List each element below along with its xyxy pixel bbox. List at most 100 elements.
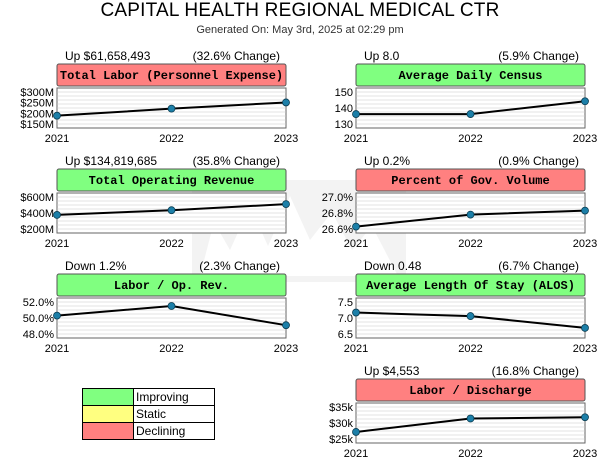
legend-row-declining: Declining xyxy=(82,422,215,440)
chart-panel: Up $61,658,493 (32.6% Change) Total Labor … xyxy=(20,49,298,145)
chart-summary-percent: (6.7% Change) xyxy=(498,259,579,273)
y-tick-label: 7.0 xyxy=(338,313,353,325)
x-tick-label: 2021 xyxy=(344,238,368,250)
legend-label-declining: Declining xyxy=(133,422,215,440)
y-tick-label: 6.5 xyxy=(338,329,353,341)
chart-title: Total Labor (Personnel Expense) xyxy=(60,69,283,83)
data-point xyxy=(53,311,61,320)
legend-row-static: Static xyxy=(82,405,215,423)
y-tick-label: 50.0% xyxy=(23,313,54,325)
y-tick-label: $300M xyxy=(20,87,54,99)
x-tick-label: 2022 xyxy=(159,238,183,250)
y-tick-label: 26.6% xyxy=(322,224,353,236)
y-tick-label: $250M xyxy=(20,98,54,110)
y-tick-label: $30k xyxy=(329,418,353,430)
chart-summary-change: Up $134,819,685 xyxy=(65,154,157,168)
legend-swatch-improving xyxy=(82,388,134,406)
x-tick-label: 2022 xyxy=(159,343,183,355)
data-point xyxy=(282,200,290,209)
chart-summary-percent: (35.8% Change) xyxy=(193,154,280,168)
chart-title: Labor / Discharge xyxy=(409,384,531,398)
data-point xyxy=(53,211,61,219)
y-tick-label: $150M xyxy=(20,119,54,131)
data-point xyxy=(466,414,475,423)
chart-summary-percent: (16.8% Change) xyxy=(492,364,579,378)
data-point xyxy=(352,110,360,118)
x-tick-label: 2021 xyxy=(344,133,368,145)
data-point xyxy=(352,222,360,231)
y-tick-label: 27.0% xyxy=(322,192,353,204)
chart-panel: Down 1.2% (2.3% Change) Labor / Op. Rev. 52… xyxy=(23,259,298,355)
x-tick-label: 2021 xyxy=(45,238,69,250)
page-subtitle: Generated On: May 3rd, 2025 at 02:29 pm xyxy=(196,24,404,36)
chart-summary-percent: (5.9% Change) xyxy=(498,49,579,63)
legend: Improving Static Declining xyxy=(82,388,215,440)
y-tick-label: 26.8% xyxy=(322,208,353,220)
data-point xyxy=(167,206,176,215)
chart-summary-change: Up 8.0 xyxy=(364,49,400,63)
data-point xyxy=(352,308,360,317)
legend-swatch-static xyxy=(82,405,134,423)
x-tick-label: 2023 xyxy=(274,238,298,250)
chart-title-box xyxy=(355,378,586,402)
x-tick-label: 2021 xyxy=(344,448,368,460)
y-tick-label: 48.0% xyxy=(23,329,54,341)
y-tick-label: 7.5 xyxy=(338,297,353,309)
data-point xyxy=(282,98,290,107)
y-tick-label: $35k xyxy=(329,402,353,414)
y-tick-label: $400M xyxy=(20,208,54,220)
chart-panel: Up $134,819,685 (35.8% Change) Total Opera… xyxy=(20,154,298,250)
x-tick-label: 2022 xyxy=(458,238,482,250)
chart-summary-change: Down 1.2% xyxy=(65,259,127,273)
chart-panel: Up 0.2% (0.9% Change) Percent of Gov. Volu… xyxy=(322,154,597,250)
chart-title-box xyxy=(56,168,287,192)
chart-title: Average Daily Census xyxy=(398,69,542,83)
chart-summary-percent: (0.9% Change) xyxy=(498,154,579,168)
legend-row-improving: Improving xyxy=(82,388,215,406)
x-tick-label: 2023 xyxy=(573,343,597,355)
data-point xyxy=(167,302,176,310)
chart-title: Average Length Of Stay (ALOS) xyxy=(366,279,575,293)
data-point xyxy=(352,428,360,436)
chart-title: Percent of Gov. Volume xyxy=(391,174,549,188)
y-tick-label: $25k xyxy=(329,434,353,446)
x-tick-label: 2022 xyxy=(159,133,183,145)
y-tick-label: $200M xyxy=(20,108,54,120)
legend-swatch-declining xyxy=(82,422,134,440)
data-point xyxy=(581,206,589,215)
chart-title-box xyxy=(355,168,586,192)
y-tick-label: 130 xyxy=(335,119,353,131)
y-tick-label: 140 xyxy=(335,103,353,115)
chart-summary-change: Down 0.48 xyxy=(364,259,422,273)
chart-title: Total Operating Revenue xyxy=(89,174,255,188)
chart-panel: Up 8.0 (5.9% Change) Average Daily Census 1… xyxy=(335,49,598,145)
data-point xyxy=(581,97,589,106)
data-point xyxy=(53,111,61,120)
y-tick-label: 150 xyxy=(335,87,353,99)
data-point xyxy=(282,321,290,330)
chart-title-box xyxy=(56,63,287,87)
x-tick-label: 2022 xyxy=(458,133,482,145)
data-point xyxy=(466,312,475,320)
page-title: CAPITAL HEALTH REGIONAL MEDICAL CTR xyxy=(100,0,500,21)
legend-label-improving: Improving xyxy=(133,388,215,406)
chart-summary-change: Up $4,553 xyxy=(364,364,420,378)
chart-panel: Down 0.48 (6.7% Change) Average Length Of … xyxy=(338,259,598,355)
x-tick-label: 2023 xyxy=(573,448,597,460)
x-tick-label: 2022 xyxy=(458,448,482,460)
x-tick-label: 2023 xyxy=(573,238,597,250)
x-tick-label: 2023 xyxy=(573,133,597,145)
chart-panel: Up $4,553 (16.8% Change) Labor / Discharge… xyxy=(329,364,597,460)
chart-title-box xyxy=(56,273,287,297)
x-tick-label: 2022 xyxy=(458,343,482,355)
chart-title: Labor / Op. Rev. xyxy=(114,279,229,293)
data-point xyxy=(466,210,475,219)
x-tick-label: 2023 xyxy=(274,133,298,145)
data-point xyxy=(167,104,176,113)
chart-summary-change: Up 0.2% xyxy=(364,154,410,168)
x-tick-label: 2021 xyxy=(45,343,69,355)
y-tick-label: $600M xyxy=(20,192,54,204)
x-tick-label: 2021 xyxy=(45,133,69,145)
chart-title-box xyxy=(355,273,586,297)
